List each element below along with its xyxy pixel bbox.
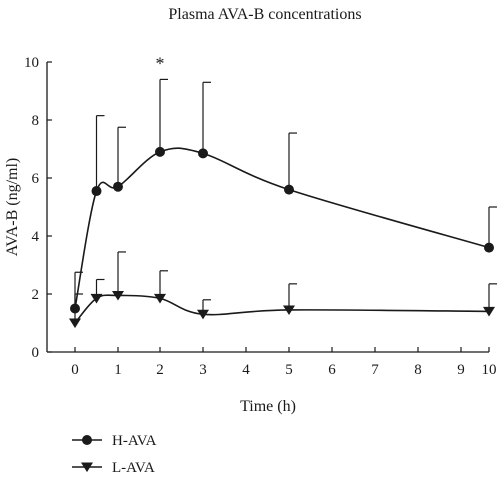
legend: H-AVA L-AVA: [72, 433, 157, 476]
data-point-circle: [155, 146, 165, 157]
data-point-triangle: [154, 293, 166, 304]
data-point-circle: [91, 186, 102, 197]
axes: 0 2 4 6 8 10 0 1 2 3 4 5 6 7 8 9 10: [24, 55, 497, 378]
error-bars: [74, 78, 497, 323]
x-tick-label: 4: [242, 362, 250, 378]
legend-label: L-AVA: [112, 460, 155, 476]
y-tick-label: 6: [32, 171, 40, 187]
y-tick-label: 2: [32, 287, 40, 303]
x-tick-label: 7: [371, 362, 379, 378]
x-tick-label: 2: [156, 362, 164, 378]
x-tick-label: 9: [457, 362, 465, 378]
legend-marker-triangle: [81, 462, 93, 473]
y-tick-label: 4: [32, 229, 40, 245]
legend-item-l-ava: L-AVA: [72, 460, 155, 476]
data-point-triangle: [197, 309, 209, 320]
data-points: [69, 146, 495, 329]
y-tick-label: 0: [32, 345, 40, 361]
legend-item-h-ava: H-AVA: [72, 433, 157, 449]
data-point-circle: [484, 242, 494, 253]
y-tick-label: 10: [24, 55, 39, 71]
x-tick-label: 5: [285, 362, 293, 378]
x-tick-label: 0: [71, 362, 79, 378]
y-axis-label: AVA-B (ng/ml): [4, 158, 21, 257]
series-lines: [74, 147, 490, 324]
x-tick-label: 3: [199, 362, 207, 378]
data-point-triangle: [283, 305, 295, 316]
data-point-triangle: [483, 306, 495, 317]
data-point-circle: [70, 303, 80, 314]
series-line-h-ava: [74, 147, 490, 309]
x-tick-label: 10: [482, 362, 497, 378]
legend-marker-circle: [82, 435, 92, 445]
significance-annotation: *: [156, 53, 165, 73]
data-point-triangle: [112, 290, 124, 301]
data-point-triangle: [90, 293, 103, 304]
data-point-triangle: [69, 318, 81, 329]
chart-title: Plasma AVA-B concentrations: [168, 6, 361, 23]
legend-label: H-AVA: [112, 433, 157, 449]
x-axis-label: Time (h): [240, 398, 296, 415]
x-tick-label: 8: [414, 362, 422, 378]
data-point-circle: [284, 184, 294, 195]
data-point-circle: [198, 148, 208, 159]
series-line-l-ava: [74, 294, 490, 324]
y-tick-label: 8: [32, 113, 40, 129]
data-point-circle: [113, 181, 123, 192]
x-tick-label: 6: [328, 362, 336, 378]
x-tick-label: 1: [114, 362, 122, 378]
